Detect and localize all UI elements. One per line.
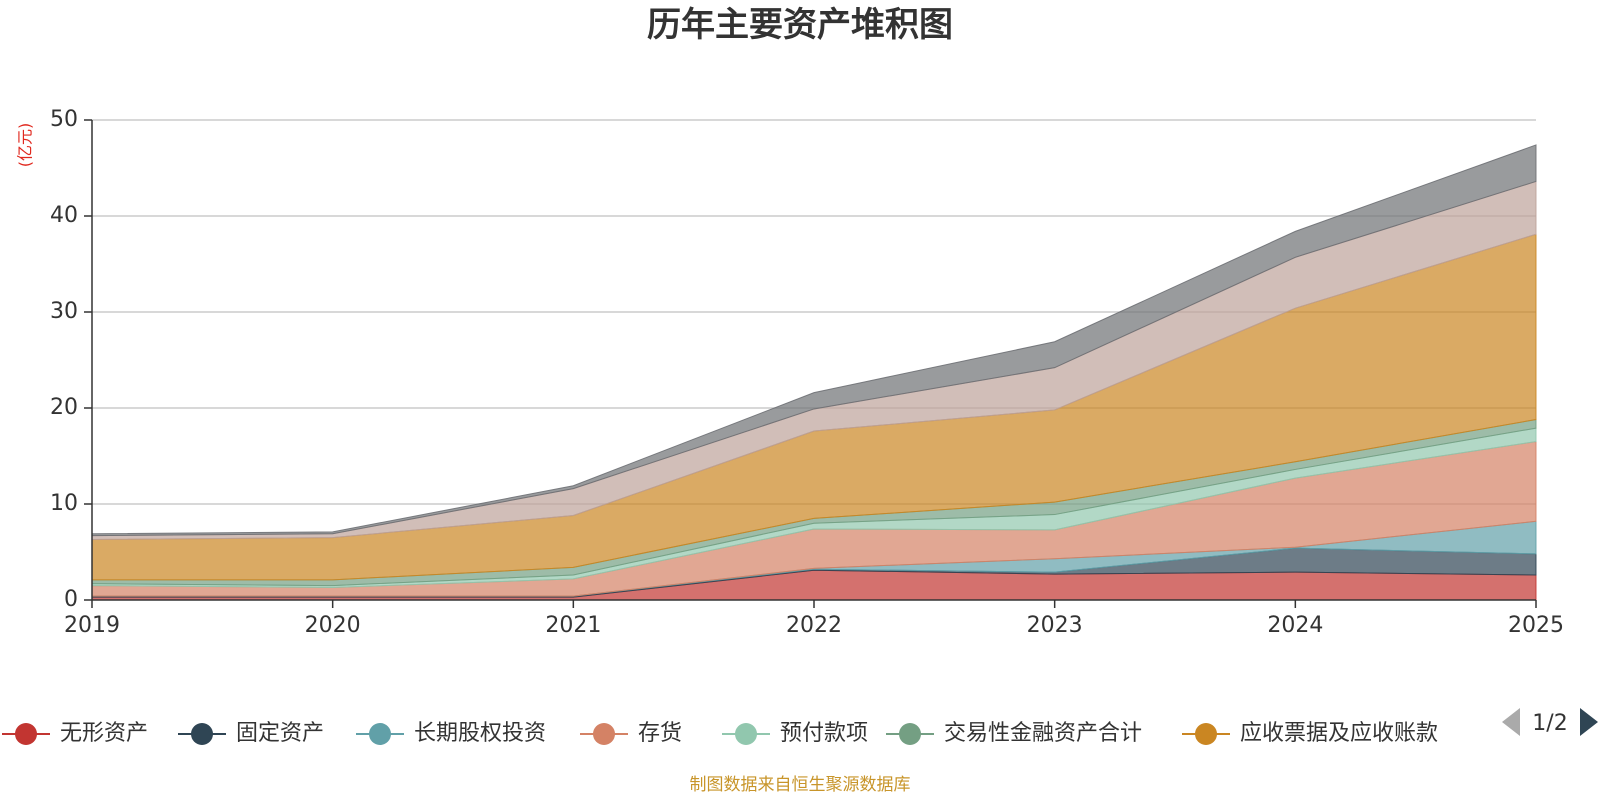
legend-item-5[interactable]: 交易性金融资产合计 [886, 721, 1142, 746]
legend-label: 预付款项 [780, 721, 868, 746]
legend: 无形资产 固定资产 长期股权投资 存货 预付款项 交易性金融资产合计 应收票据及应收账款 [2, 721, 1438, 746]
y-tick-label-40: 40 [50, 203, 78, 228]
x-tick-label-2022: 2022 [786, 613, 842, 638]
x-tick-label-2024: 2024 [1267, 613, 1323, 638]
legend-circle-marker [369, 723, 391, 745]
x-tick-label-2025: 2025 [1508, 613, 1564, 638]
legend-label: 应收票据及应收账款 [1240, 721, 1438, 746]
area-series-8[interactable] [91, 144, 1537, 537]
area-layer [91, 144, 1537, 601]
chart-title: 历年主要资产堆积图 [647, 5, 953, 45]
legend-item-6[interactable]: 应收票据及应收账款 [1182, 721, 1438, 746]
legend-circle-marker [1195, 723, 1217, 745]
y-tick-label-30: 30 [50, 299, 78, 324]
x-tick-label-2020: 2020 [305, 613, 361, 638]
legend-prev-icon[interactable] [1502, 708, 1520, 736]
legend-pager: 1/2 [1502, 708, 1598, 736]
legend-label: 长期股权投资 [414, 721, 546, 746]
legend-next-icon[interactable] [1580, 708, 1598, 736]
legend-label: 交易性金融资产合计 [944, 721, 1142, 746]
legend-item-0[interactable]: 无形资产 [2, 721, 148, 746]
data-source-note: 制图数据来自恒生聚源数据库 [690, 775, 911, 795]
y-axis-unit-label: (亿元) [16, 123, 35, 168]
y-tick-label-20: 20 [50, 395, 78, 420]
legend-item-3[interactable]: 存货 [580, 721, 682, 746]
x-tick-label-2019: 2019 [64, 613, 120, 638]
legend-item-4[interactable]: 预付款项 [722, 721, 868, 746]
axis-layer: 0 10 20 30 40 50 2019 2020 2021 2022 2023 2024 2025 [50, 107, 1564, 638]
legend-circle-marker [191, 723, 213, 745]
legend-circle-marker [735, 723, 757, 745]
legend-page-indicator: 1/2 [1532, 711, 1567, 736]
x-tick-label-2023: 2023 [1027, 613, 1083, 638]
legend-label: 无形资产 [60, 721, 148, 746]
legend-circle-marker [15, 723, 37, 745]
legend-label: 存货 [638, 721, 682, 746]
legend-label: 固定资产 [236, 721, 324, 746]
legend-item-2[interactable]: 长期股权投资 [356, 721, 546, 746]
x-tick-label-2021: 2021 [545, 613, 601, 638]
legend-circle-marker [593, 723, 615, 745]
y-tick-label-10: 10 [50, 491, 78, 516]
legend-circle-marker [899, 723, 921, 745]
y-tick-label-50: 50 [50, 107, 78, 132]
legend-item-1[interactable]: 固定资产 [178, 721, 324, 746]
y-tick-label-0: 0 [64, 587, 78, 612]
